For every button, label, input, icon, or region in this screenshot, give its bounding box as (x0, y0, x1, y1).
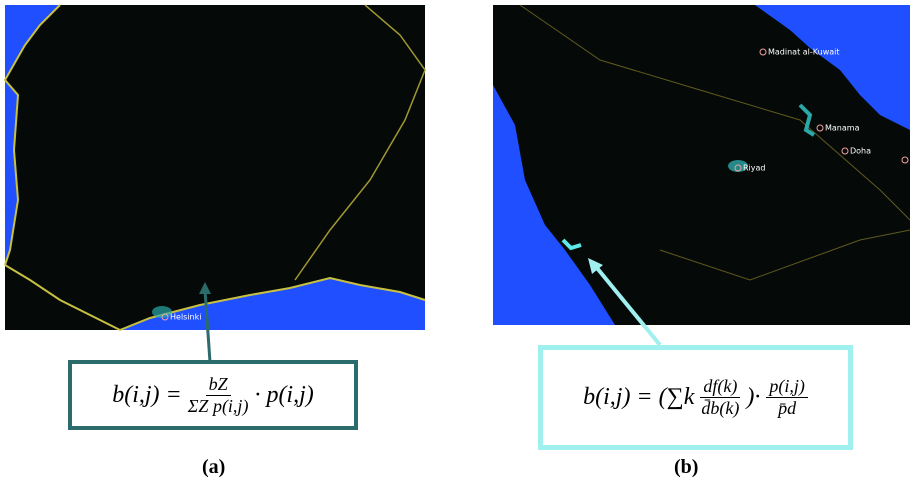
denominator: d̄b(k) (701, 398, 739, 419)
formula-part: b(i,j) = (112, 382, 182, 409)
numerator: df(k) (700, 376, 740, 398)
numerator: bZ (206, 374, 231, 396)
formula-part: b(i,j) = (583, 384, 653, 411)
numerator: p(i,j) (766, 376, 808, 398)
map-a (5, 5, 425, 330)
city-label: Manama (825, 124, 860, 133)
city-label: Madinat al-Kuwait (768, 48, 840, 57)
city-label: Riyad (743, 164, 766, 173)
formula-part: )· (746, 384, 760, 411)
formula-part: · p(i,j) (254, 382, 313, 409)
caption: (b) (674, 456, 698, 479)
formula-b: b(i,j) = (∑k df(k)d̄b(k) )· p(i,j)p̄d (538, 345, 853, 450)
page: Helsinki Madinat al-Kuwait Manama Doha R… (0, 0, 910, 484)
city-label: Helsinki (170, 313, 201, 322)
denominator: p̄d (778, 398, 796, 419)
denominator: ΣZ p(i,j) (188, 396, 249, 417)
fraction: p(i,j)p̄d (766, 376, 808, 419)
fraction: df(k)d̄b(k) (700, 376, 740, 419)
caption: (a) (202, 456, 225, 479)
formula-part: (∑k (659, 384, 695, 411)
city-label: Doha (850, 147, 871, 156)
